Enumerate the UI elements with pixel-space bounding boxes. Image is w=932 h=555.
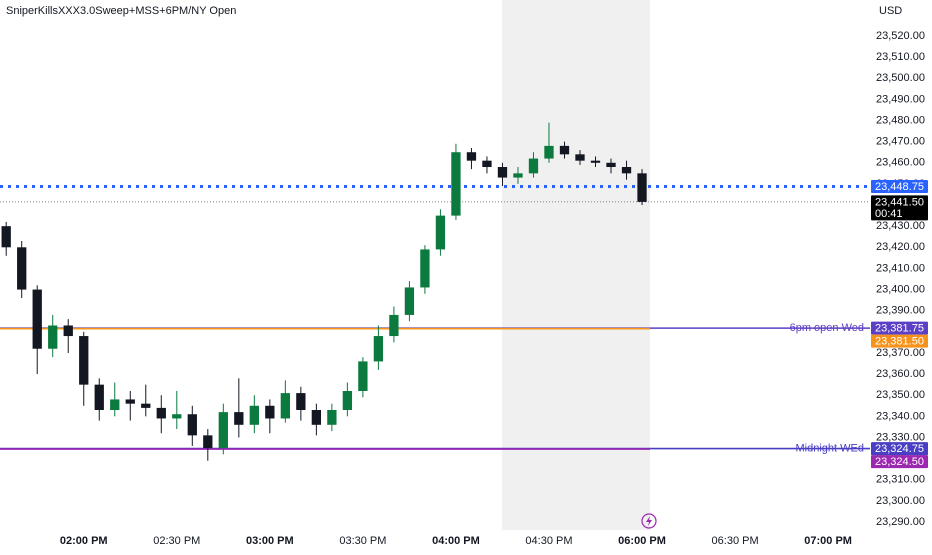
candle-body [435, 215, 446, 250]
candle-body [249, 405, 259, 425]
candle-body [482, 160, 492, 168]
candle-body [125, 399, 135, 404]
y-tick-label: 23,360.00 [876, 368, 925, 380]
candle-body [544, 145, 554, 159]
x-tick-label: 06:00 PM [618, 535, 666, 547]
candle-body [466, 152, 477, 161]
last-price-tag [871, 195, 928, 221]
level-name: 6pm open Wed [790, 322, 864, 334]
x-tick-label: 07:00 PM [804, 535, 852, 547]
candles [1, 122, 647, 461]
y-tick-label: 23,310.00 [876, 474, 925, 486]
candle-body [17, 247, 27, 290]
candle-body [606, 162, 616, 168]
candle-body [110, 399, 120, 411]
price-tag-label: 23,448.75 [875, 181, 924, 193]
y-tick-label: 23,480.00 [876, 114, 925, 126]
candle-body [451, 152, 461, 216]
y-tick-label: 23,290.00 [876, 516, 925, 528]
y-tick-label: 23,460.00 [876, 157, 925, 169]
y-tick-label: 23,400.00 [876, 283, 925, 295]
candle-body [373, 336, 384, 362]
candle-body [497, 167, 508, 178]
chart-title: SniperKillsXXX3.0Sweep+MSS+6PM/NY Open [6, 5, 236, 17]
x-tick-label: 02:30 PM [153, 535, 200, 547]
candle-body [311, 410, 322, 425]
price-tag-label: 23,324.50 [875, 456, 924, 468]
candle-body [234, 412, 244, 425]
price-tag [871, 334, 928, 348]
countdown: 00:41 [875, 208, 903, 220]
currency: USD [879, 5, 902, 17]
candle-body [513, 173, 523, 178]
y-tick-label: 23,350.00 [876, 389, 925, 401]
candle-body [63, 325, 73, 337]
candle-body [141, 403, 151, 408]
candle-body [1, 226, 11, 248]
candle-body [358, 361, 368, 391]
y-tick-label: 23,330.00 [876, 431, 925, 443]
x-tick-label: 06:30 PM [712, 535, 759, 547]
price-tag [871, 321, 928, 335]
lightning-icon [641, 513, 657, 529]
y-tick-label: 23,410.00 [876, 262, 925, 274]
candle-body [172, 414, 182, 419]
candle-body [48, 325, 58, 349]
y-tick-label: 23,500.00 [876, 72, 925, 84]
candle-body [218, 412, 228, 449]
y-tick-label: 23,510.00 [876, 51, 925, 63]
candle-body [637, 173, 647, 202]
y-tick-label: 23,420.00 [876, 241, 925, 253]
candle-body [420, 249, 430, 288]
y-tick-label: 23,470.00 [876, 136, 925, 148]
session-shade [502, 0, 650, 530]
candle-body [187, 414, 197, 436]
y-tick-label: 23,390.00 [876, 305, 925, 317]
price-tag-label: 23,324.75 [875, 443, 924, 455]
x-tick-label: 03:00 PM [246, 535, 294, 547]
candle-body [327, 410, 337, 425]
candle-body [528, 158, 539, 174]
candle-body [590, 160, 601, 163]
x-tick-label: 02:00 PM [60, 535, 108, 547]
y-tick-label: 23,340.00 [876, 410, 925, 422]
candle-body [79, 336, 89, 385]
candle-body [575, 154, 585, 161]
candle-body [32, 289, 42, 349]
candle-body [621, 167, 632, 174]
price-tag-label: 23,381.50 [875, 336, 924, 348]
candle-body [559, 145, 570, 155]
candle-body [296, 393, 306, 411]
price-tag [871, 455, 928, 469]
y-tick-label: 23,490.00 [876, 93, 925, 105]
candle-body [389, 314, 399, 337]
y-tick-label: 23,430.00 [876, 220, 925, 232]
x-tick-label: 04:00 PM [432, 535, 480, 547]
candle-body [203, 435, 213, 449]
price-tag [871, 442, 928, 456]
x-tick-label: 03:30 PM [339, 535, 386, 547]
last-price-label: 23,441.50 [875, 196, 924, 208]
price-tag [871, 180, 928, 194]
price-tag-label: 23,381.75 [875, 323, 924, 335]
y-tick-label: 23,520.00 [876, 30, 925, 42]
candle-body [342, 390, 353, 411]
candle-body [156, 407, 166, 419]
candle-body [404, 287, 415, 315]
y-tick-label: 23,370.00 [876, 347, 925, 359]
y-tick-label: 23,300.00 [876, 495, 925, 507]
level-name: Midnight WEd [796, 442, 864, 454]
candle-body [94, 384, 104, 411]
candle-body [265, 405, 275, 419]
x-tick-label: 04:30 PM [525, 535, 572, 547]
candle-body [280, 393, 290, 419]
